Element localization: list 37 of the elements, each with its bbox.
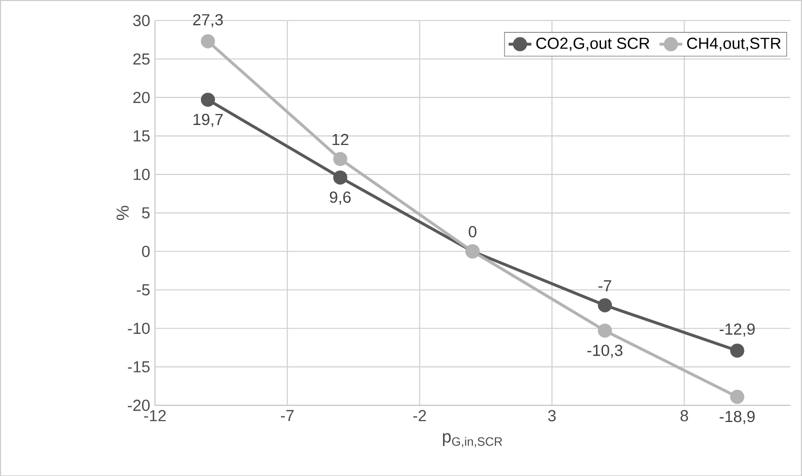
data-label: -12,9 [720,323,755,336]
data-label: 0 [468,226,476,238]
data-label: 27,3 [193,14,223,28]
y-tick-label: 25 [133,53,150,64]
x-tick-label: 8 [680,410,688,422]
legend-label: CH4,out,STR [687,37,781,51]
data-label: -7 [598,280,612,292]
x-axis-title: p$_{G,in,SCR}$ [442,432,502,448]
x-tick-label: -2 [413,410,426,421]
y-tick-label: 5 [142,207,150,218]
data-label: 12 [332,134,348,145]
point [200,92,215,107]
x-tick-label: 3 [548,410,556,422]
data-label: -18,9 [720,410,755,424]
y-tick-label: 15 [134,130,150,142]
y-tick-label: 20 [133,92,150,103]
legend-label: CO2,G,out SCR [536,37,650,51]
point [730,343,744,358]
data-label: -10,3 [587,344,622,358]
y-tick-label: 10 [134,168,150,180]
y-axis-title: % [116,206,129,220]
y-tick-label: -5 [136,284,150,296]
point [598,298,612,312]
y-tick-label: 30 [133,14,150,26]
point [598,323,612,338]
x-tick-label: -7 [280,410,294,421]
y-tick-label: -20 [128,399,150,411]
y-tick-label: -10 [128,322,150,334]
x-tick-label: -12 [144,410,166,421]
y-tick-label: 0 [142,246,150,257]
data-label: 19,7 [194,114,223,127]
data-label: 9,6 [330,191,351,205]
point [200,34,215,48]
point [333,152,348,166]
point [730,390,744,404]
y-tick-label: -15 [128,361,150,372]
point [333,170,348,184]
